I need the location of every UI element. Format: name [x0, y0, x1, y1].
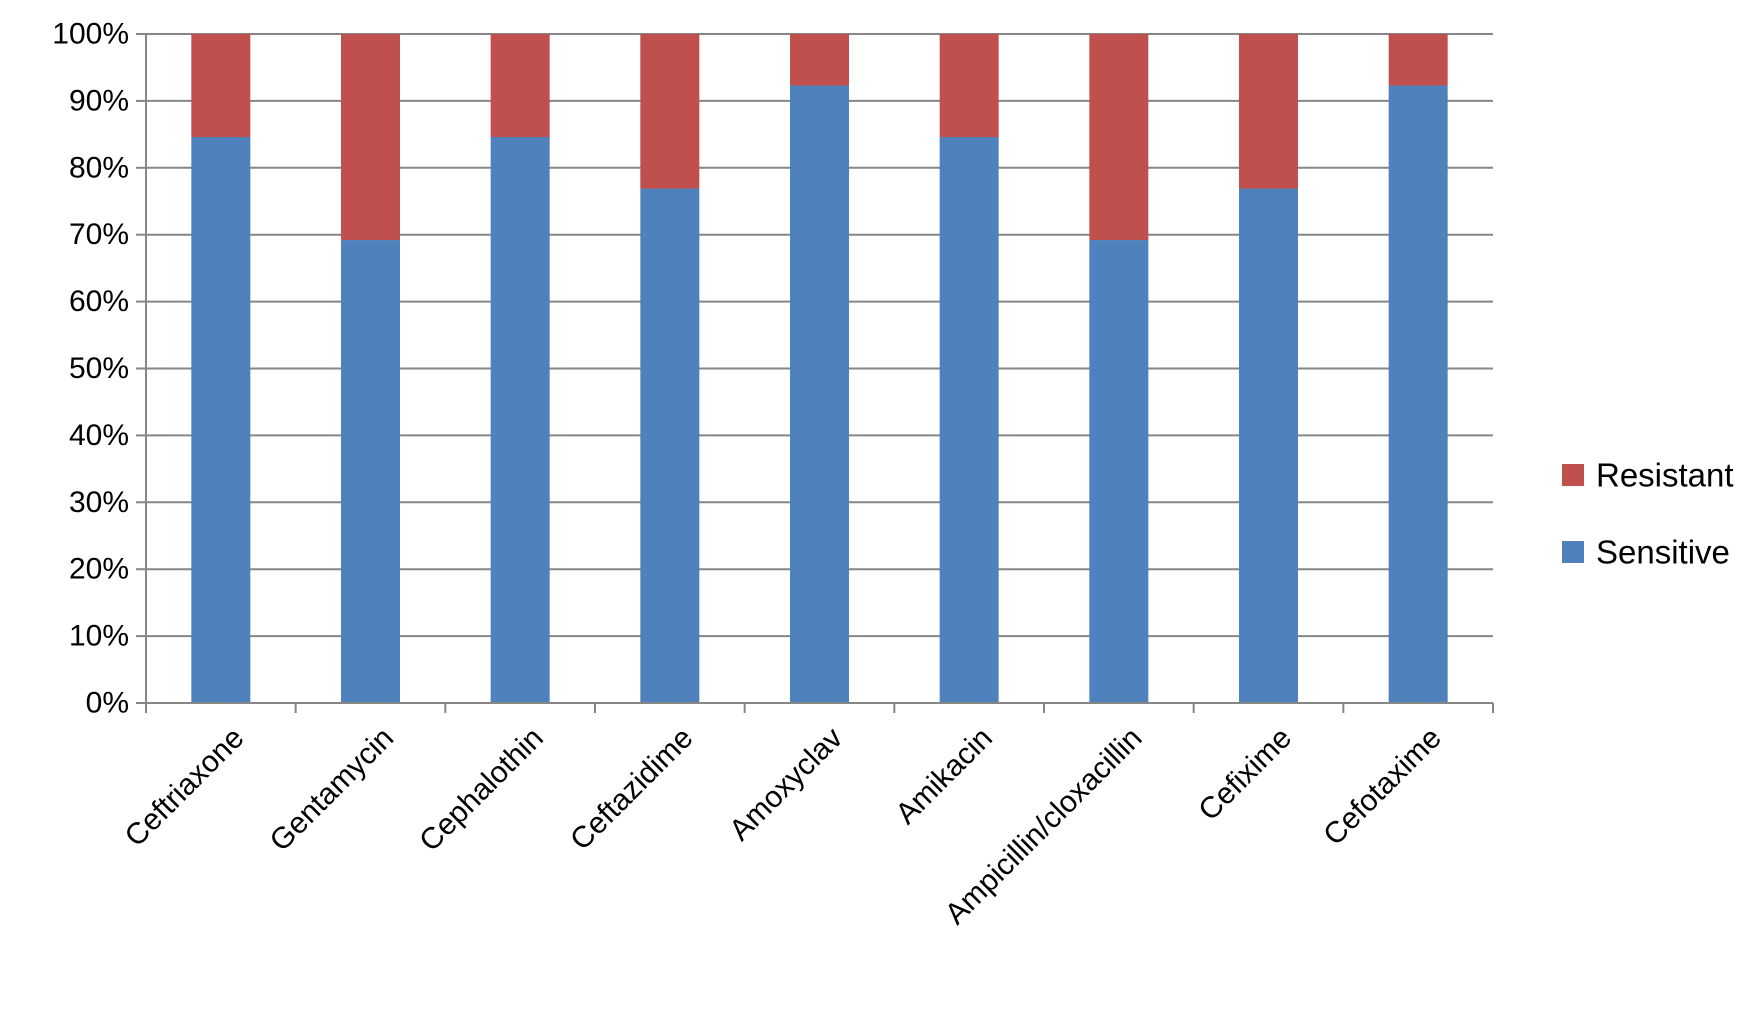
sensitive-bar — [939, 137, 999, 703]
resistant-bar — [640, 34, 700, 189]
sensitive-bar — [1388, 85, 1448, 703]
sensitive-bar — [1089, 240, 1149, 703]
sensitive-bar — [790, 85, 849, 703]
resistant-bar — [191, 34, 251, 138]
resistant-bar — [1089, 34, 1149, 241]
sensitive-bar — [191, 137, 251, 703]
y-tick-label: 0% — [86, 687, 129, 720]
y-axis-tick-labels: 0% 10% 20% 30% 40% 50% 60% 70% 80% 90% 100% — [52, 18, 129, 720]
y-tick-label: 70% — [69, 218, 129, 251]
legend-label: Resistant — [1596, 457, 1734, 494]
y-tick-label: 50% — [69, 352, 129, 385]
legend-swatch — [1562, 464, 1584, 486]
sensitive-bar — [341, 240, 400, 703]
y-tick-label: 60% — [69, 285, 129, 318]
resistant-bar — [939, 34, 999, 138]
x-tick-label: Amoxyclav — [723, 721, 849, 847]
x-tick-label: Amikacin — [889, 721, 998, 830]
y-tick-label: 30% — [69, 486, 129, 519]
x-tick-label: Ceftriaxone — [119, 721, 251, 853]
resistant-bar — [341, 34, 400, 241]
resistant-bar — [1239, 34, 1298, 189]
legend-label: Sensitive — [1596, 534, 1730, 571]
x-tick-label: Cefotaxime — [1317, 721, 1448, 852]
legend: Resistant Sensitive — [1562, 457, 1734, 571]
x-tick-label: Ceftazidime — [564, 721, 699, 856]
resistant-bar — [490, 34, 550, 138]
bars — [191, 34, 1448, 703]
x-tick-label: Cephalothin — [413, 721, 550, 858]
y-tick-label: 20% — [69, 553, 129, 586]
x-axis-tick-labels: Ceftriaxone Gentamycin Cephalothin Ceftazid… — [119, 721, 1448, 931]
y-tick-label: 10% — [69, 620, 129, 653]
axes — [136, 33, 1494, 713]
resistant-bar — [790, 34, 849, 86]
x-tick-label: Cefixime — [1192, 721, 1298, 827]
resistant-bar — [1388, 34, 1448, 86]
sensitive-bar — [490, 137, 550, 703]
legend-swatch — [1562, 541, 1584, 563]
x-tick-label: Gentamycin — [264, 721, 401, 858]
y-tick-label: 100% — [52, 18, 129, 51]
sensitive-bar — [1239, 188, 1298, 703]
y-tick-label: 80% — [69, 151, 129, 184]
y-tick-label: 40% — [69, 419, 129, 452]
y-tick-label: 90% — [69, 84, 129, 117]
sensitive-bar — [640, 188, 700, 703]
